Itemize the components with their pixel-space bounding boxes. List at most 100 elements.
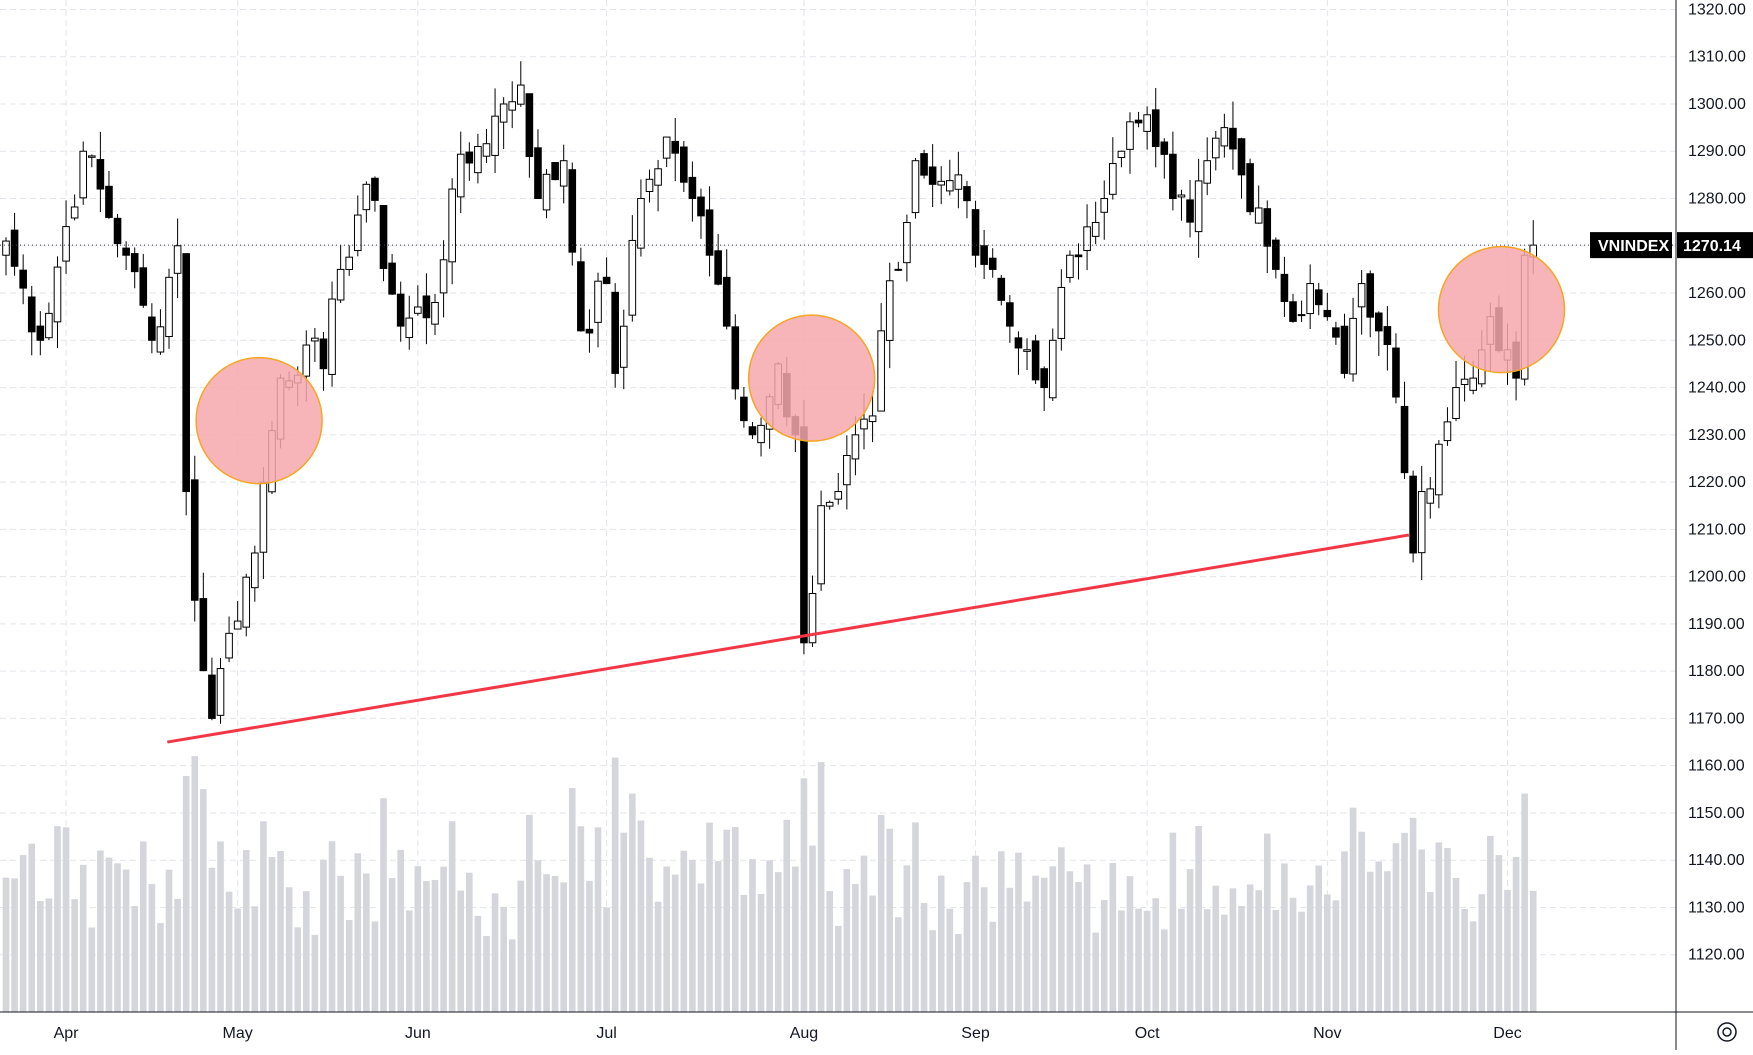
volume-bar bbox=[1461, 908, 1468, 1012]
candle-down bbox=[671, 140, 680, 154]
volume-bar bbox=[963, 882, 971, 1012]
settings-gear-icon[interactable] bbox=[1717, 1022, 1737, 1042]
candle-down bbox=[1332, 327, 1340, 338]
volume-bar bbox=[54, 826, 61, 1012]
volume-bar bbox=[534, 860, 542, 1012]
candle-down bbox=[971, 209, 980, 256]
candle-down bbox=[920, 153, 928, 176]
candle-up bbox=[637, 198, 645, 249]
symbol-tag bbox=[1590, 232, 1672, 259]
candle-up bbox=[843, 454, 851, 486]
month-label: Sep bbox=[961, 1025, 990, 1042]
price-tick-label: 1230.00 bbox=[1688, 427, 1746, 444]
candle-up bbox=[70, 206, 79, 219]
candle-down bbox=[371, 177, 379, 201]
volume-bar bbox=[1152, 898, 1160, 1012]
volume-bar bbox=[766, 860, 773, 1012]
price-tick-label: 1210.00 bbox=[1688, 521, 1746, 538]
volume-bar bbox=[200, 789, 207, 1012]
volume-bar bbox=[1178, 908, 1185, 1012]
candle-up bbox=[1143, 114, 1151, 132]
volume-bar bbox=[886, 828, 894, 1012]
volume-bar bbox=[294, 927, 302, 1012]
candle-down bbox=[1006, 302, 1014, 327]
volume-bar bbox=[483, 935, 490, 1012]
volume-bar bbox=[242, 850, 250, 1012]
volume-bar bbox=[646, 857, 653, 1012]
volume-bar bbox=[1263, 833, 1271, 1012]
candle-down bbox=[1151, 109, 1160, 148]
candle-up bbox=[1297, 314, 1306, 317]
candle-down bbox=[1392, 347, 1400, 398]
candle-down bbox=[113, 217, 122, 245]
volume-bar bbox=[2, 877, 10, 1012]
volume-bar bbox=[1186, 869, 1194, 1012]
candle-up bbox=[1203, 160, 1212, 184]
candle-down bbox=[1383, 326, 1392, 346]
candle-down bbox=[130, 253, 139, 273]
volume-bar bbox=[1487, 835, 1494, 1012]
volume-bar bbox=[586, 880, 593, 1012]
candle-up bbox=[2, 240, 10, 256]
volume-bar bbox=[1195, 826, 1202, 1012]
candle-up bbox=[517, 84, 525, 105]
month-label: Oct bbox=[1135, 1025, 1160, 1042]
volume-bar bbox=[740, 894, 748, 1012]
candle-down bbox=[122, 247, 130, 256]
candle-up bbox=[62, 226, 70, 262]
volume-bar bbox=[560, 882, 567, 1012]
candle-up bbox=[817, 505, 825, 585]
volume-bar bbox=[895, 917, 902, 1012]
volume-bar bbox=[328, 841, 336, 1012]
candle-up bbox=[448, 188, 456, 263]
price-tick-label: 1290.00 bbox=[1688, 143, 1746, 160]
candle-down bbox=[1314, 289, 1323, 306]
candle-down bbox=[1186, 199, 1194, 223]
volume-bar bbox=[663, 866, 670, 1012]
volume-bar bbox=[37, 901, 44, 1012]
candle-up bbox=[885, 280, 894, 341]
candle-up bbox=[851, 434, 860, 460]
month-label: Aug bbox=[790, 1025, 818, 1042]
volume-bar bbox=[809, 845, 816, 1012]
candle-up bbox=[53, 266, 62, 323]
volume-bar bbox=[105, 857, 113, 1012]
candle-up bbox=[362, 183, 371, 211]
volume-bar bbox=[1341, 851, 1348, 1012]
candle-down bbox=[422, 295, 431, 319]
volume-bar bbox=[757, 893, 765, 1012]
candle-up bbox=[79, 150, 88, 199]
candle-up bbox=[860, 418, 868, 430]
candle-down bbox=[928, 166, 937, 185]
candle-down bbox=[722, 276, 731, 327]
volume-bar bbox=[972, 855, 979, 1012]
candle-up bbox=[1091, 221, 1100, 237]
volume-bar bbox=[1504, 889, 1511, 1012]
candle-up bbox=[251, 552, 259, 589]
candle-down bbox=[199, 598, 208, 672]
volume-bar bbox=[860, 855, 868, 1012]
volume-bar bbox=[457, 890, 465, 1012]
volume-bar bbox=[1384, 871, 1391, 1012]
volume-bar bbox=[603, 907, 610, 1012]
candle-down bbox=[602, 276, 611, 285]
candle-down bbox=[997, 277, 1006, 301]
volume-bar bbox=[697, 883, 705, 1012]
candle-up bbox=[1349, 317, 1357, 375]
volume-bar bbox=[1075, 882, 1082, 1012]
volume-bar bbox=[371, 921, 379, 1012]
volume-bar bbox=[1521, 793, 1528, 1012]
volume-bar bbox=[380, 798, 387, 1012]
month-label: Jul bbox=[596, 1025, 616, 1042]
volume-bar bbox=[1135, 908, 1142, 1012]
volume-bar bbox=[1324, 894, 1331, 1012]
price-tick-label: 1250.00 bbox=[1688, 332, 1746, 349]
last-price-tag bbox=[1677, 232, 1753, 259]
volume-bar bbox=[989, 921, 996, 1012]
volume-bar bbox=[714, 861, 722, 1012]
volume-bar bbox=[225, 891, 233, 1012]
candle-up bbox=[1100, 198, 1109, 213]
volume-bar bbox=[1246, 884, 1254, 1012]
candle-up bbox=[1460, 378, 1469, 386]
candle-up bbox=[1452, 387, 1460, 419]
